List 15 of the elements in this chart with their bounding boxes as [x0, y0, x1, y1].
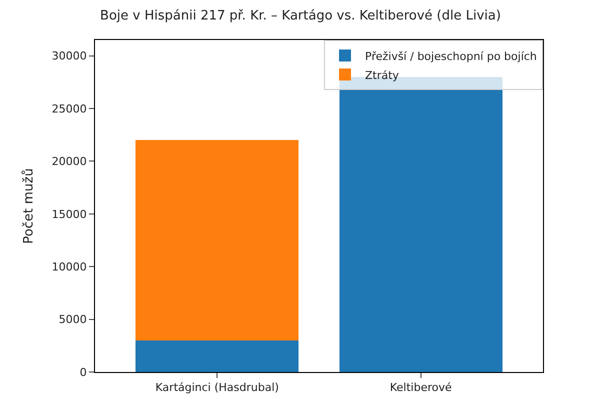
y-tick-label: 10000 [52, 260, 87, 274]
y-tick-label: 0 [80, 366, 87, 379]
y-tick-label: 25000 [52, 102, 87, 116]
legend-label: Ztráty [365, 68, 400, 82]
y-axis-title: Počet mužů [20, 168, 37, 244]
bar [136, 340, 299, 372]
y-tick-label: 30000 [52, 50, 87, 63]
y-tick-label: 20000 [52, 155, 87, 168]
chart-title: Boje v Hispánii 217 př. Kr. – Kartágo vs. Keltiberové (dle Livia) [100, 8, 501, 24]
y-tick-label: 15000 [52, 208, 87, 221]
bar [136, 140, 299, 340]
legend-label: Přeživší / bojeschopní po bojích [365, 50, 537, 63]
x-tick-label: Keltiberové [390, 381, 452, 394]
y-tick-label: 5000 [58, 313, 87, 326]
x-tick-label: Kartáginci (Hasdrubal) [155, 381, 279, 394]
